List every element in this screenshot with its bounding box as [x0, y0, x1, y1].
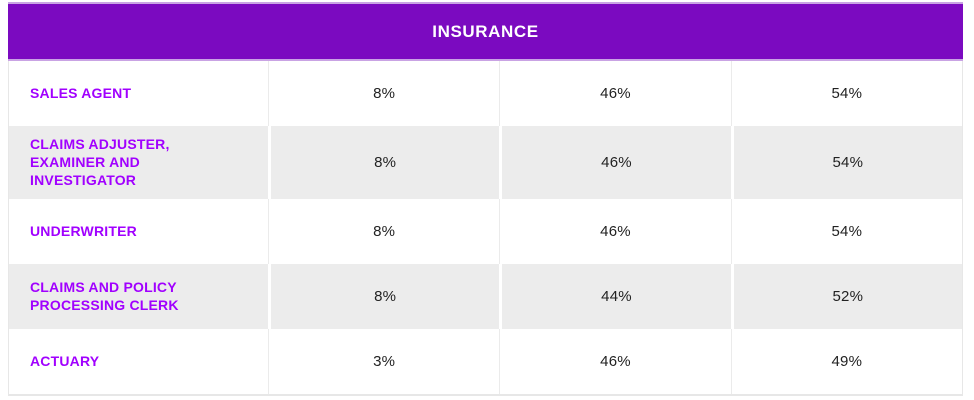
table-body: SALES AGENT 8% 46% 54% CLAIMS ADJUSTER, … [8, 61, 963, 397]
table-title: INSURANCE [432, 21, 539, 41]
row-value: 46% [600, 85, 631, 102]
row-label-cell: CLAIMS AND POLICY PROCESSING CLERK [9, 264, 268, 329]
row-value: 46% [601, 154, 632, 172]
row-label: CLAIMS ADJUSTER, EXAMINER AND INVESTIGAT… [30, 136, 170, 188]
insurance-table: INSURANCE SALES AGENT 8% 46% 54% CLAIMS … [8, 2, 963, 397]
row-label: CLAIMS AND POLICY PROCESSING CLERK [30, 279, 179, 313]
row-value-cell: 3% [268, 329, 499, 395]
row-value-cell: 8% [268, 199, 499, 265]
row-value: 3% [373, 353, 396, 371]
row-value-cell: 8% [268, 264, 499, 330]
row-value: 44% [601, 288, 632, 306]
row-value-cell: 46% [499, 126, 730, 200]
row-value-cell: 46% [499, 329, 730, 395]
table-header: INSURANCE [8, 2, 963, 61]
row-value-cell: 46% [499, 61, 730, 126]
row-value: 8% [374, 154, 397, 172]
table-row: CLAIMS ADJUSTER, EXAMINER AND INVESTIGAT… [9, 126, 962, 200]
row-value: 46% [600, 353, 631, 371]
row-value-cell: 49% [730, 329, 962, 395]
table-row: SALES AGENT 8% 46% 54% [9, 61, 962, 126]
row-value: 54% [832, 154, 864, 172]
row-value-cell: 52% [730, 264, 962, 330]
row-label: SALES AGENT [30, 84, 132, 101]
row-value-cell: 8% [268, 61, 499, 126]
row-label-cell: SALES AGENT [9, 61, 268, 126]
row-label-cell: CLAIMS ADJUSTER, EXAMINER AND INVESTIGAT… [9, 126, 268, 199]
row-value: 52% [832, 288, 864, 306]
row-value: 49% [831, 353, 863, 371]
row-label-cell: ACTUARY [9, 329, 268, 394]
row-label: ACTUARY [30, 352, 100, 369]
row-value: 8% [373, 85, 396, 102]
row-value-cell: 44% [499, 264, 730, 330]
row-value-cell: 54% [730, 199, 962, 265]
row-value-cell: 8% [268, 126, 499, 200]
row-value: 46% [600, 223, 631, 241]
row-label-cell: UNDERWRITER [9, 199, 268, 264]
row-value-cell: 54% [730, 126, 962, 200]
table-row: UNDERWRITER 8% 46% 54% [9, 199, 962, 265]
row-value: 54% [831, 223, 863, 241]
row-value: 8% [374, 288, 397, 306]
row-value: 54% [831, 85, 863, 102]
row-value: 8% [373, 223, 396, 241]
table-row: ACTUARY 3% 46% 49% [9, 329, 962, 395]
row-value-cell: 54% [730, 61, 962, 126]
row-value-cell: 46% [499, 199, 730, 265]
table-row: CLAIMS AND POLICY PROCESSING CLERK 8% 44… [9, 264, 962, 330]
row-label: UNDERWRITER [30, 222, 137, 239]
